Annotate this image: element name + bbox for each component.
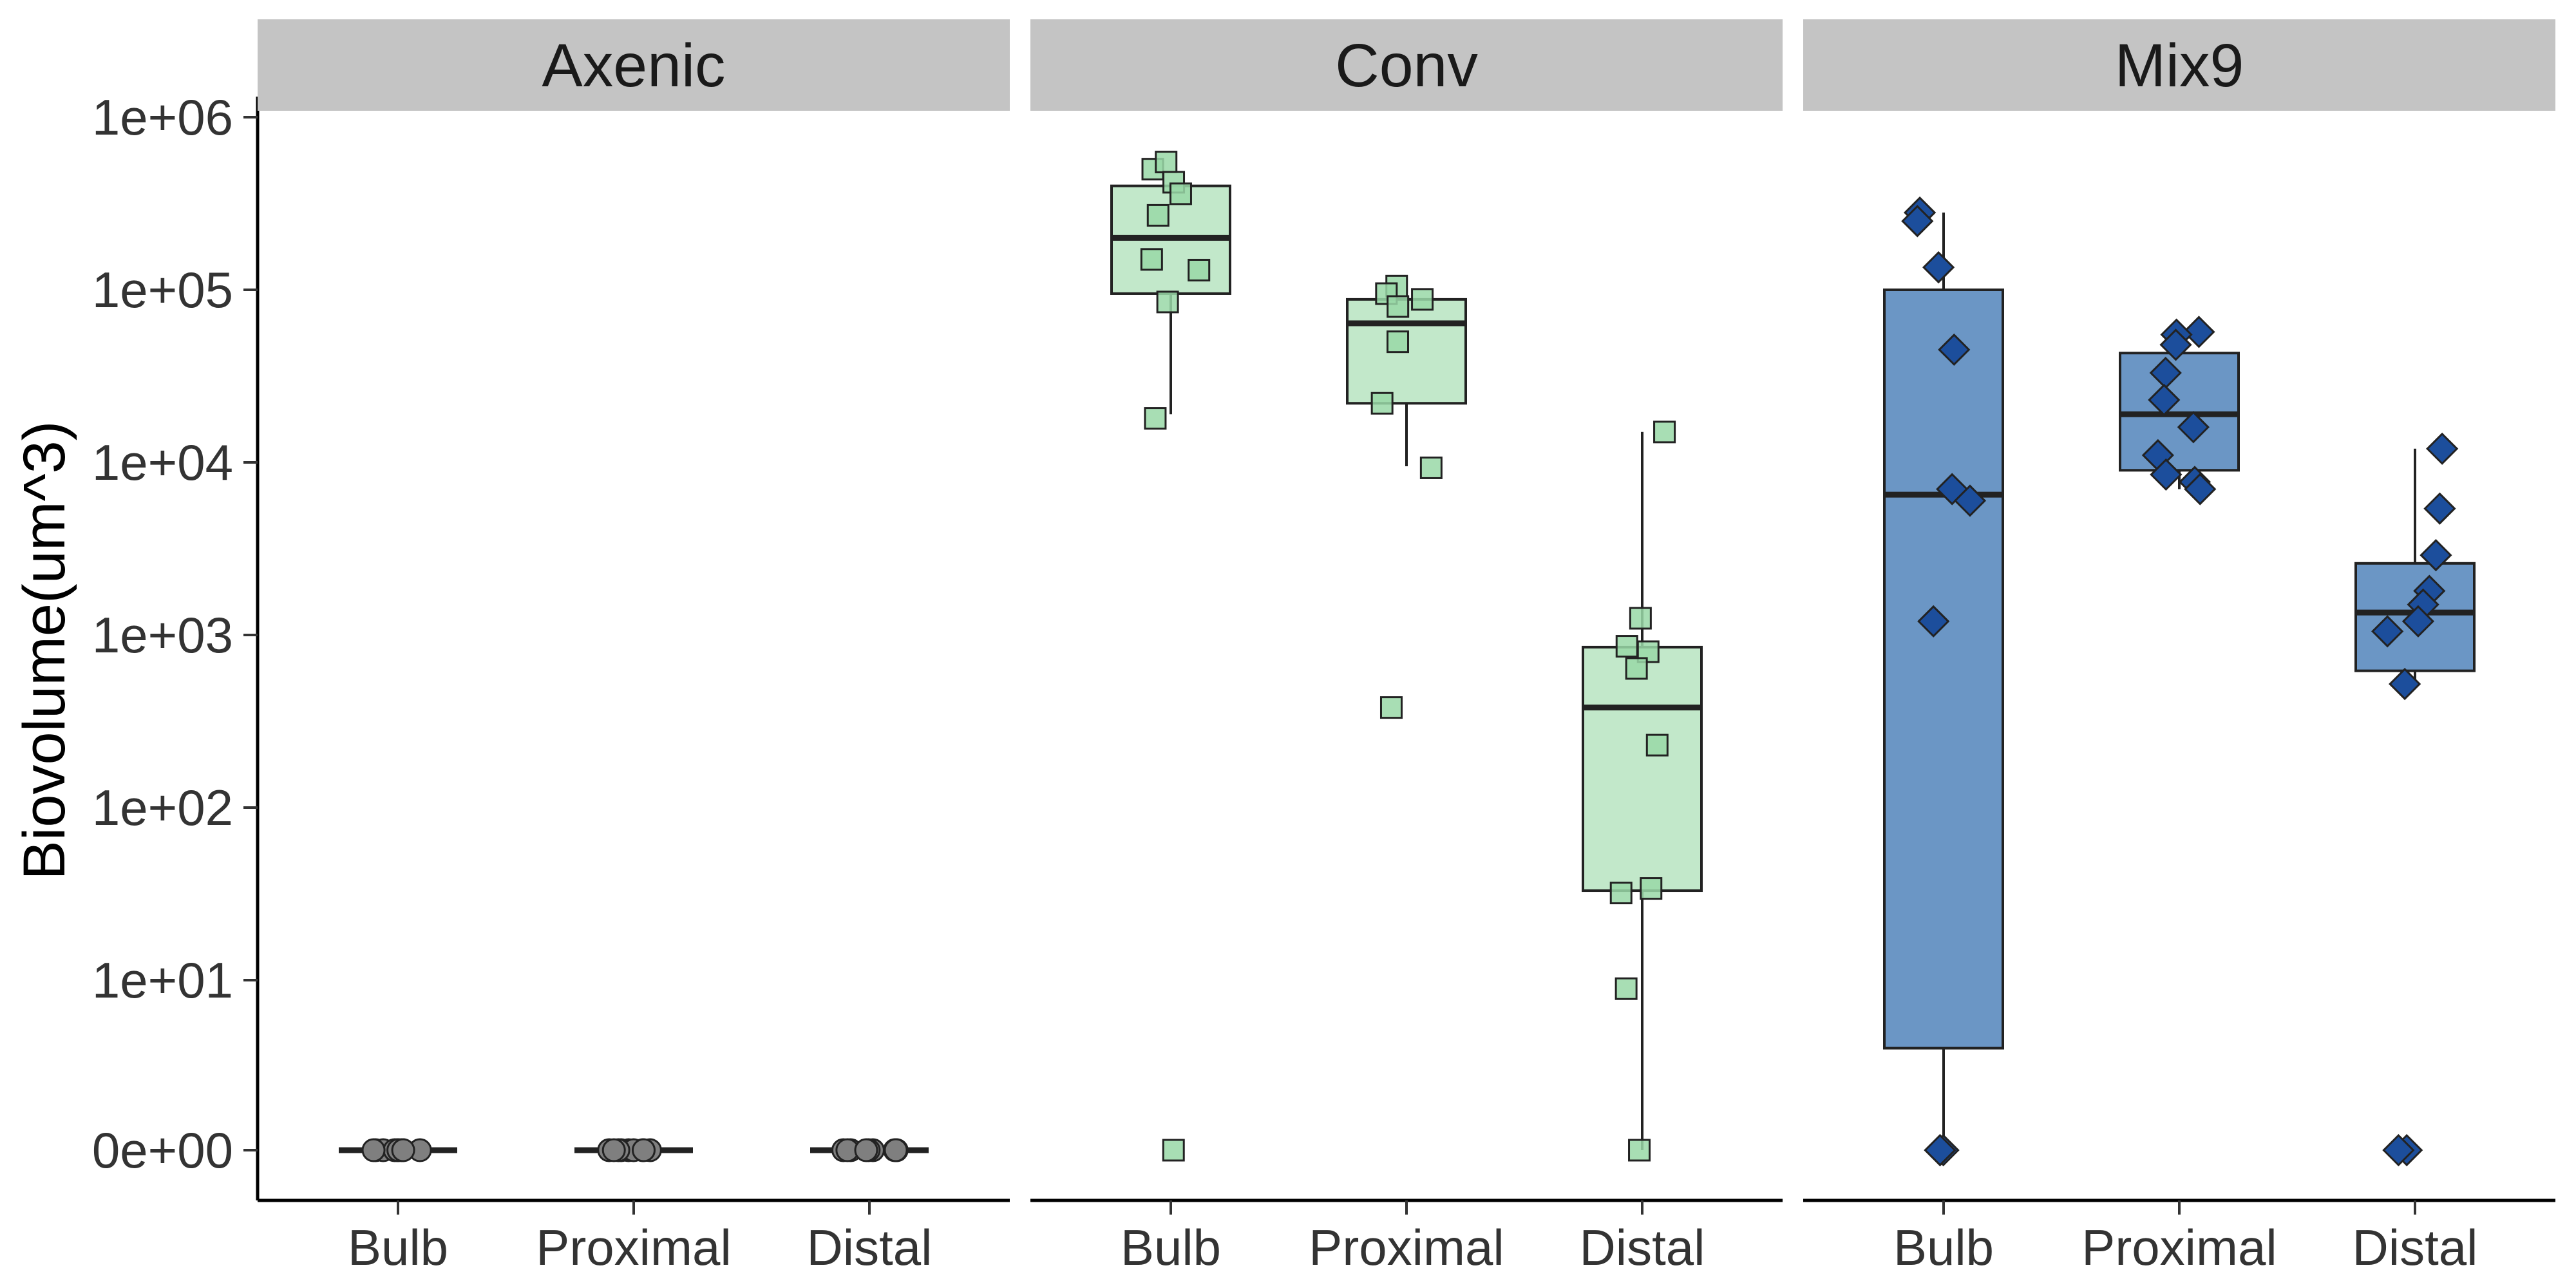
data-point <box>631 1138 656 1162</box>
data-point <box>1625 657 1648 680</box>
data-point <box>1628 1139 1651 1162</box>
data-point <box>1411 288 1434 311</box>
data-point <box>1653 421 1676 444</box>
box <box>1883 289 2004 1050</box>
data-point <box>1609 882 1633 905</box>
group-distal <box>810 1138 929 1162</box>
data-point <box>1146 204 1170 227</box>
y-tick-label: 1e+04 <box>92 434 233 491</box>
x-tick-label: Proximal <box>536 1219 731 1276</box>
panel-strip <box>1803 19 2555 111</box>
group-bulb <box>339 1138 457 1162</box>
box <box>1582 645 1703 893</box>
data-point <box>1629 607 1652 630</box>
data-point <box>2177 411 2210 444</box>
data-point <box>2183 316 2215 348</box>
data-point <box>1140 248 1163 271</box>
data-point <box>601 1138 626 1162</box>
y-axis-title: Biovolume(um^3) <box>12 421 77 880</box>
x-tick-label: Bulb <box>1121 1219 1221 1276</box>
x-tick-label: Bulb <box>1893 1219 1994 1276</box>
data-point <box>2150 458 2183 491</box>
data-point <box>1387 295 1410 318</box>
data-point <box>1636 640 1660 663</box>
group-distal <box>2354 432 2476 1167</box>
data-point <box>1901 205 1934 238</box>
data-point <box>1156 290 1179 314</box>
data-point <box>2426 432 2459 465</box>
data-point <box>1917 605 1950 638</box>
data-point <box>1938 333 1971 366</box>
y-tick-label: 1e+05 <box>92 261 233 318</box>
data-point <box>1155 151 1178 174</box>
data-point <box>1640 877 1663 900</box>
panel-conv: Conv Bulb Proximal Distal <box>1030 19 1783 1276</box>
data-point <box>2371 615 2404 648</box>
group-proximal <box>574 1138 693 1162</box>
panel-mix9: Mix9 Bulb Proximal Distal <box>1803 19 2555 1276</box>
panel-axenic: Axenic Bulb Proximal Distal <box>258 19 1010 1276</box>
data-point <box>361 1138 386 1162</box>
y-tick-label: 1e+01 <box>92 952 233 1009</box>
data-point <box>2423 492 2456 525</box>
y-tick-label: 0e+00 <box>92 1122 233 1179</box>
data-point <box>1379 696 1403 719</box>
data-point <box>2184 473 2217 506</box>
data-point <box>1924 1133 1956 1167</box>
x-tick-label: Bulb <box>348 1219 448 1276</box>
data-point <box>391 1138 415 1162</box>
group-bulb <box>1110 151 1231 1162</box>
data-point <box>1169 182 1192 205</box>
data-point <box>1645 734 1669 757</box>
data-point <box>2159 328 2192 361</box>
group-proximal <box>2119 316 2240 506</box>
x-tick-label: Distal <box>2352 1219 2477 1276</box>
data-point <box>854 1138 878 1162</box>
y-tick-label: 1e+02 <box>92 779 233 836</box>
data-point <box>2148 383 2181 417</box>
data-point <box>1144 407 1167 430</box>
panel-title: Conv <box>1335 32 1478 100</box>
y-tick-label: 1e+06 <box>92 89 233 146</box>
data-point <box>1615 977 1638 1000</box>
y-tick-label: 1e+03 <box>92 607 233 663</box>
x-tick-label: Proximal <box>2081 1219 2277 1276</box>
group-proximal <box>1346 274 1467 719</box>
data-point <box>1387 330 1410 354</box>
x-tick-label: Distal <box>806 1219 932 1276</box>
data-point <box>1188 258 1211 281</box>
data-point <box>1922 251 1955 284</box>
data-point <box>1953 484 1987 517</box>
x-tick-label: Proximal <box>1309 1219 1504 1276</box>
panel-strip <box>1030 19 1783 111</box>
x-tick-label: Distal <box>1579 1219 1705 1276</box>
panel-strip <box>258 19 1010 111</box>
group-distal <box>1582 421 1703 1162</box>
data-point <box>1162 1139 1185 1162</box>
panel-title: Mix9 <box>2115 32 2244 100</box>
data-point <box>1615 635 1638 658</box>
panel-title: Axenic <box>542 32 725 100</box>
data-point <box>1419 456 1443 479</box>
data-point <box>2420 538 2452 572</box>
data-point <box>2389 667 2421 701</box>
data-point <box>2401 605 2435 638</box>
group-bulb <box>1883 196 2004 1167</box>
data-point <box>1370 392 1394 415</box>
data-point <box>2382 1133 2415 1167</box>
data-point <box>884 1138 908 1162</box>
